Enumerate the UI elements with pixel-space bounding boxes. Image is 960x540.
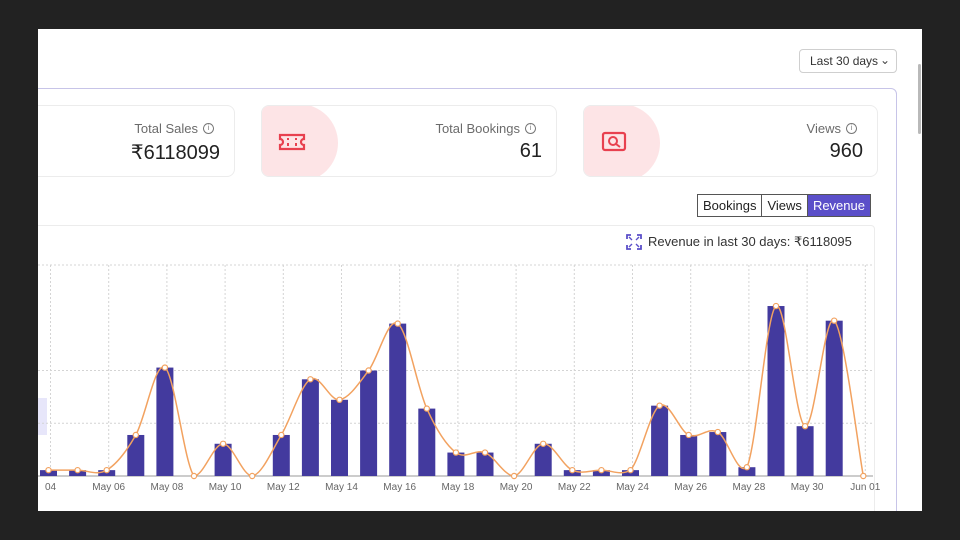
x-tick-label: May 20 xyxy=(500,482,533,493)
info-icon[interactable]: i xyxy=(846,123,857,134)
trend-point[interactable] xyxy=(772,302,780,310)
revenue-bar[interactable] xyxy=(214,443,232,476)
revenue-bar[interactable] xyxy=(301,379,319,476)
total-bookings-card: Total Bookings i 61 xyxy=(261,105,557,177)
search-icon xyxy=(601,131,627,152)
x-tick-label: May 08 xyxy=(151,482,184,493)
x-tick-label: 04 xyxy=(45,482,57,493)
trend-point[interactable] xyxy=(219,440,227,447)
x-tick-label: May 30 xyxy=(791,482,824,493)
trend-point[interactable] xyxy=(132,431,140,439)
revenue-bar[interactable] xyxy=(127,434,145,476)
trend-point[interactable] xyxy=(278,431,285,439)
revenue-bar[interactable] xyxy=(156,367,174,476)
x-tick-label: Jun 01 xyxy=(850,482,880,493)
vertical-scrollbar[interactable] xyxy=(918,64,921,134)
trend-point[interactable] xyxy=(831,317,838,324)
total-sales-value: ₹6118099 xyxy=(130,142,220,164)
chevron-down-icon: ⌄ xyxy=(879,53,890,67)
revenue-bar[interactable] xyxy=(709,432,727,476)
tab-revenue[interactable]: Revenue xyxy=(807,195,870,216)
legend-marker xyxy=(38,398,47,435)
trend-point[interactable] xyxy=(481,449,489,456)
views-label-text: Views xyxy=(806,121,841,136)
info-icon[interactable]: i xyxy=(203,123,214,134)
revenue-bar[interactable] xyxy=(680,434,698,476)
revenue-bar[interactable] xyxy=(360,370,378,477)
trend-point[interactable] xyxy=(510,472,518,480)
x-tick-label: May 28 xyxy=(733,482,766,493)
trend-point[interactable] xyxy=(423,405,430,412)
total-sales-label: Total Sales i xyxy=(134,121,214,136)
x-tick-label: May 12 xyxy=(267,482,300,493)
trend-point[interactable] xyxy=(74,466,81,474)
trend-point[interactable] xyxy=(598,466,605,474)
revenue-bar[interactable] xyxy=(651,405,669,476)
revenue-bar[interactable] xyxy=(272,434,290,476)
total-bookings-value: 61 xyxy=(519,140,542,162)
expand-icon[interactable] xyxy=(626,234,642,250)
chart-metric-tabs: Bookings Views Revenue xyxy=(697,194,871,217)
trend-point[interactable] xyxy=(45,466,52,474)
total-bookings-label: Total Bookings i xyxy=(435,121,536,136)
total-sales-label-text: Total Sales xyxy=(134,121,198,136)
trend-point[interactable] xyxy=(103,466,110,474)
trend-point[interactable] xyxy=(540,440,547,447)
trend-point[interactable] xyxy=(307,376,314,383)
revenue-bar[interactable] xyxy=(534,443,552,476)
revenue-bar[interactable] xyxy=(796,426,814,476)
trend-point[interactable] xyxy=(336,396,343,404)
x-tick-label: May 18 xyxy=(442,482,475,493)
revenue-bar[interactable] xyxy=(476,452,494,476)
tab-views[interactable]: Views xyxy=(762,195,808,216)
trend-point[interactable] xyxy=(685,431,692,439)
trend-point[interactable] xyxy=(365,367,372,374)
total-bookings-label-text: Total Bookings xyxy=(435,121,520,136)
trend-point[interactable] xyxy=(801,422,809,430)
views-card: Views i 960 xyxy=(583,105,878,177)
trend-point[interactable] xyxy=(394,320,401,327)
info-icon[interactable]: i xyxy=(525,123,536,134)
x-tick-label: May 24 xyxy=(616,482,649,493)
revenue-bar[interactable] xyxy=(418,408,436,476)
icon-backdrop xyxy=(584,106,660,176)
x-tick-label: May 22 xyxy=(558,482,591,493)
revenue-chart: 04 May 06 May 08 May 10 May 12 May 14 May 16 Ma… xyxy=(38,264,881,493)
x-tick-label: May 26 xyxy=(674,482,707,493)
trend-point[interactable] xyxy=(627,466,634,474)
trend-point[interactable] xyxy=(452,449,460,456)
dashboard-page: Last 30 days ⌄ Total Sales i ₹6118099 To… xyxy=(38,29,922,511)
x-tick-label: May 16 xyxy=(383,482,416,493)
stats-panel xyxy=(38,88,897,511)
trend-point[interactable] xyxy=(656,402,663,409)
views-value: 960 xyxy=(829,140,863,162)
revenue-bar[interactable] xyxy=(825,320,843,476)
chart-title: Revenue in last 30 days: ₹6118095 xyxy=(648,234,852,249)
date-range-select[interactable]: Last 30 days ⌄ xyxy=(799,49,897,73)
revenue-bar[interactable] xyxy=(331,399,348,476)
revenue-bar[interactable] xyxy=(447,452,465,476)
x-tick-label: May 06 xyxy=(92,482,125,493)
revenue-bar[interactable] xyxy=(767,306,785,476)
trend-point[interactable] xyxy=(714,428,722,436)
tab-bookings[interactable]: Bookings xyxy=(698,195,763,216)
total-sales-card: Total Sales i ₹6118099 xyxy=(38,105,235,177)
x-tick-label: May 14 xyxy=(325,482,358,493)
trend-point[interactable] xyxy=(743,464,751,471)
date-range-label: Last 30 days xyxy=(810,54,879,68)
ticket-icon xyxy=(278,133,306,151)
trend-point[interactable] xyxy=(161,364,169,371)
trend-point[interactable] xyxy=(248,472,256,480)
trend-point[interactable] xyxy=(860,472,867,480)
revenue-bar[interactable] xyxy=(738,467,756,476)
revenue-trend-line xyxy=(48,305,865,477)
revenue-bar[interactable] xyxy=(389,323,407,476)
chart-container xyxy=(38,225,875,511)
x-tick-label: May 10 xyxy=(209,482,242,493)
views-label: Views i xyxy=(807,121,857,136)
trend-point[interactable] xyxy=(190,472,198,480)
trend-point[interactable] xyxy=(569,466,576,474)
